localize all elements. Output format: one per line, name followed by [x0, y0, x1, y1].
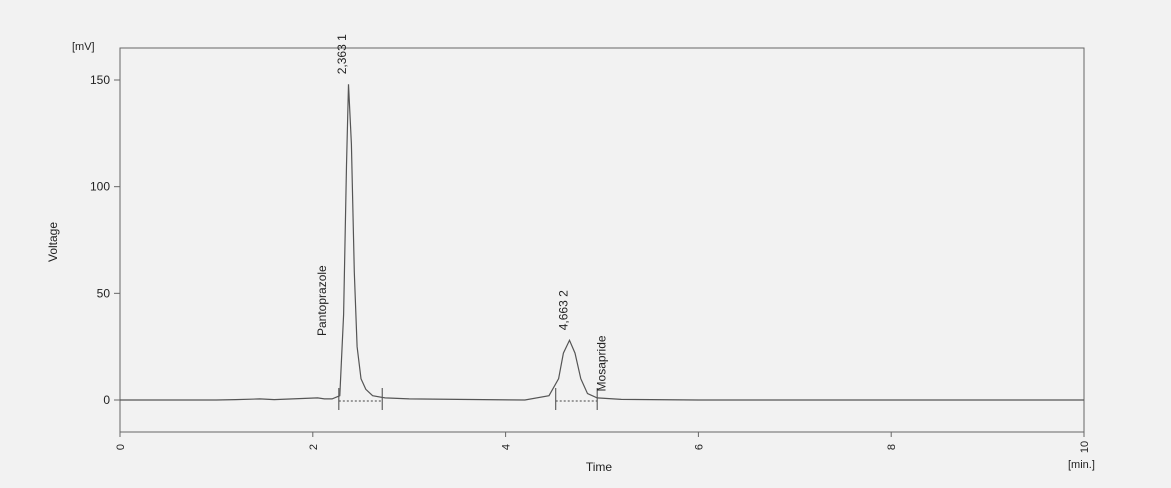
- x-unit-label: [min.]: [1068, 459, 1095, 471]
- chromatogram-trace: [120, 84, 1084, 401]
- x-axis-title: Time: [586, 460, 613, 474]
- y-axis-title: Voltage: [46, 222, 60, 262]
- x-tick-label: 6: [693, 444, 705, 450]
- peak-name-label: Mosapride: [595, 335, 609, 391]
- peak-name-label: Pantoprazole: [315, 265, 329, 336]
- y-unit-label: [mV]: [72, 41, 95, 53]
- x-tick-label: 4: [501, 444, 513, 450]
- peak-retention-label: 2,363 1: [335, 34, 349, 74]
- peak-retention-label: 4,663 2: [557, 290, 571, 330]
- y-tick-label: 0: [103, 393, 110, 407]
- y-tick-label: 50: [97, 286, 111, 300]
- plot-frame: [119, 47, 1085, 433]
- x-tick-label: 8: [886, 444, 898, 450]
- x-tick-label: 10: [1079, 441, 1091, 453]
- y-tick-label: 150: [90, 73, 110, 87]
- x-tick-label: 2: [308, 444, 320, 450]
- y-tick-label: 100: [90, 180, 110, 194]
- x-tick-label: 0: [115, 444, 127, 450]
